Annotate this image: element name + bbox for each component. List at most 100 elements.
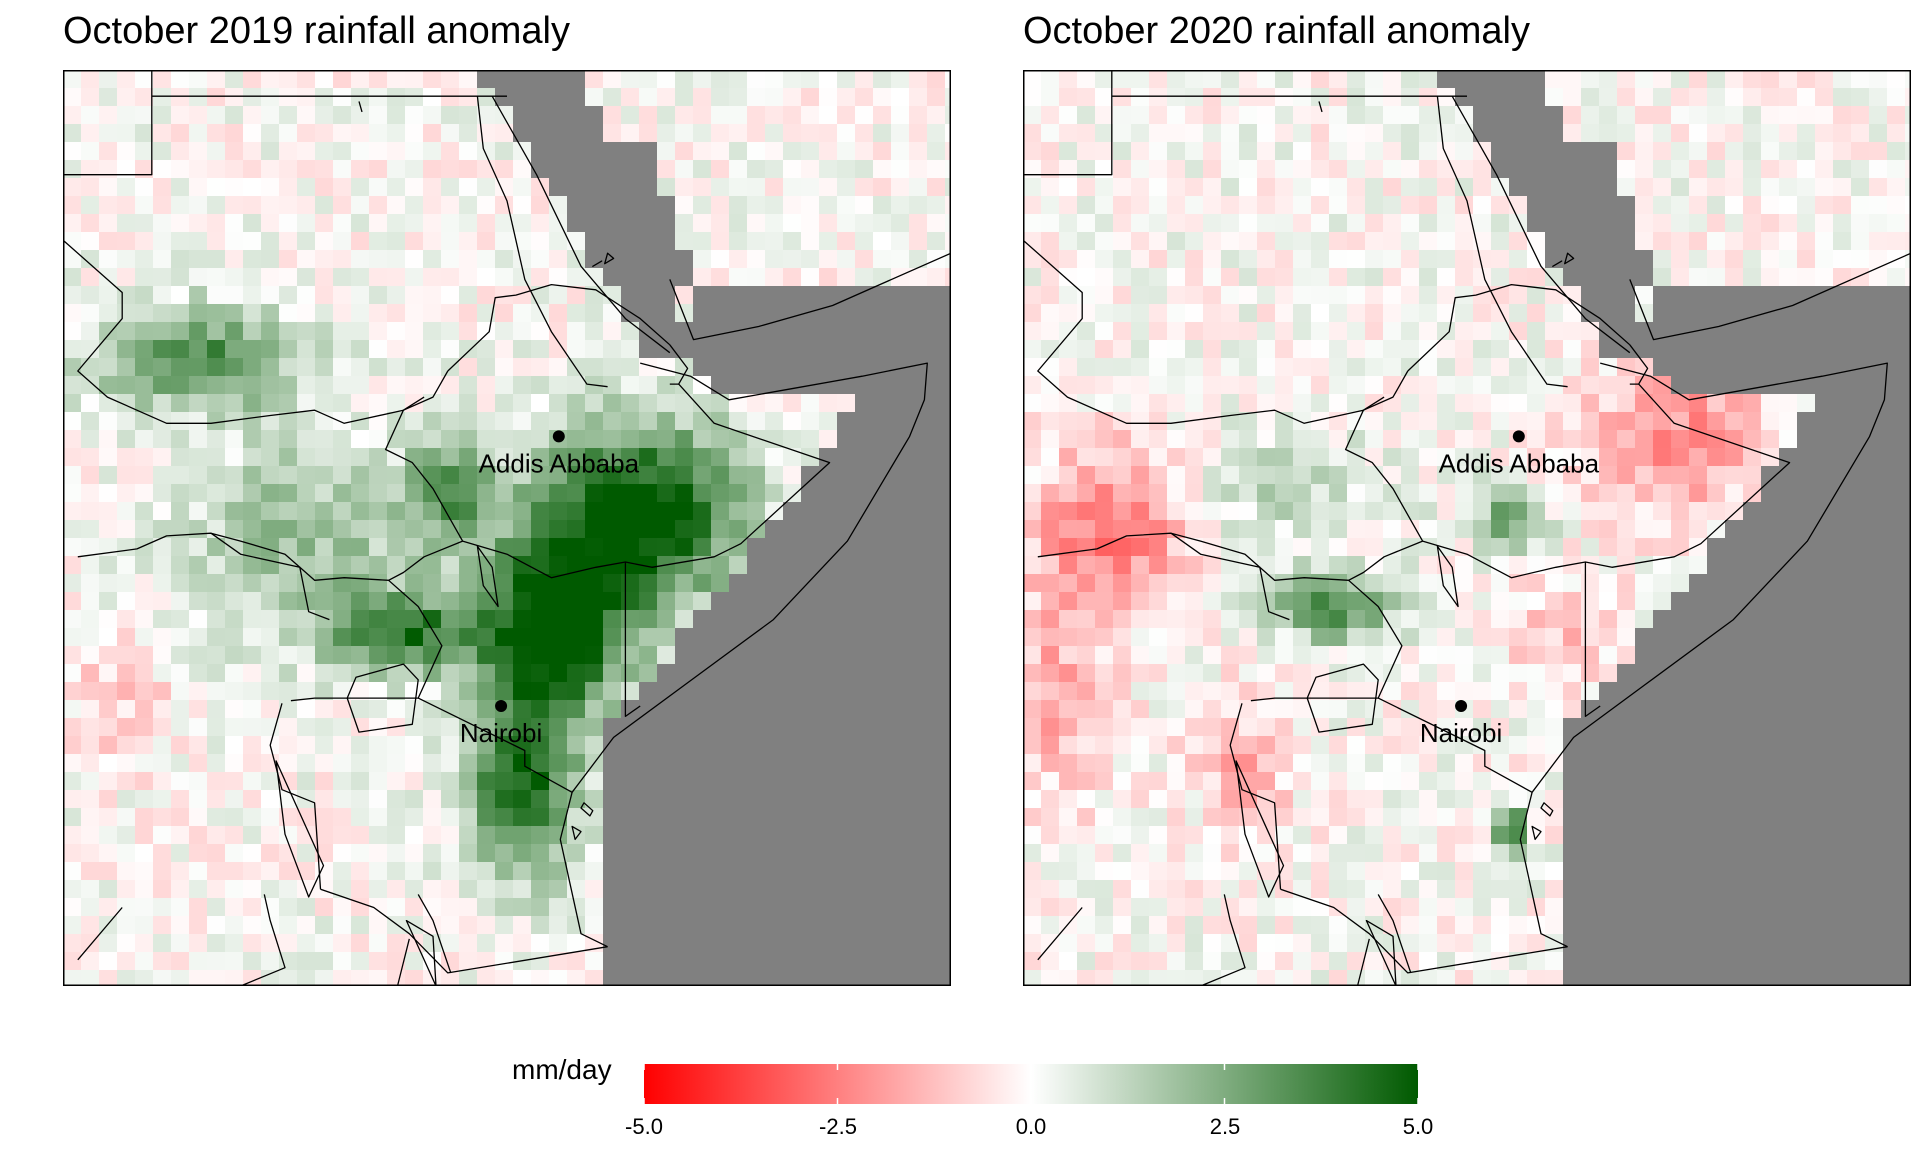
anomaly-cell (1617, 448, 1636, 467)
anomaly-cell (1185, 772, 1204, 791)
anomaly-cell (243, 772, 262, 791)
anomaly-cell (1581, 844, 1600, 863)
anomaly-cell (225, 520, 244, 539)
anomaly-cell (1113, 376, 1132, 395)
anomaly-cell (585, 880, 604, 899)
anomaly-cell (441, 826, 460, 845)
anomaly-cell (423, 862, 442, 881)
anomaly-cell (1815, 394, 1834, 413)
anomaly-cell (945, 772, 951, 791)
anomaly-cell (1491, 304, 1510, 323)
anomaly-cell (99, 340, 118, 359)
anomaly-cell (567, 628, 586, 647)
anomaly-cell (819, 574, 838, 593)
anomaly-cell (333, 340, 352, 359)
anomaly-cell (189, 142, 208, 161)
anomaly-cell (1437, 628, 1456, 647)
anomaly-cell (1167, 898, 1186, 917)
anomaly-cell (315, 448, 334, 467)
anomaly-cell (1311, 178, 1330, 197)
anomaly-cell (117, 538, 136, 557)
anomaly-cell (207, 682, 226, 701)
anomaly-cell (369, 70, 388, 89)
anomaly-cell (315, 718, 334, 737)
anomaly-cell (1167, 682, 1186, 701)
anomaly-cell (1113, 952, 1132, 971)
anomaly-cell (171, 268, 190, 287)
anomaly-cell (1347, 178, 1366, 197)
anomaly-cell (1689, 430, 1708, 449)
anomaly-cell (711, 844, 730, 863)
anomaly-cell (1257, 160, 1276, 179)
anomaly-cell (1203, 520, 1222, 539)
anomaly-cell (1149, 736, 1168, 755)
anomaly-cell (1023, 790, 1042, 809)
anomaly-cell (693, 106, 712, 125)
anomaly-cell (909, 376, 928, 395)
anomaly-cell (1311, 268, 1330, 287)
anomaly-cell (693, 268, 712, 287)
anomaly-cell (855, 700, 874, 719)
anomaly-cell (495, 592, 514, 611)
anomaly-cell (1815, 790, 1834, 809)
anomaly-cell (1401, 358, 1420, 377)
anomaly-cell (1581, 484, 1600, 503)
anomaly-cell (693, 484, 712, 503)
anomaly-cell (351, 142, 370, 161)
anomaly-cell (1347, 736, 1366, 755)
anomaly-cell (225, 160, 244, 179)
anomaly-cell (1725, 718, 1744, 737)
anomaly-cell (1545, 880, 1564, 899)
anomaly-cell (207, 484, 226, 503)
anomaly-cell (387, 304, 406, 323)
anomaly-cell (441, 196, 460, 215)
anomaly-cell (279, 268, 298, 287)
anomaly-cell (1149, 538, 1168, 557)
anomaly-cell (423, 934, 442, 953)
anomaly-cell (1779, 250, 1798, 269)
anomaly-cell (621, 700, 640, 719)
anomaly-cell (1041, 772, 1060, 791)
anomaly-cell (891, 610, 910, 629)
anomaly-cell (351, 466, 370, 485)
anomaly-cell (1203, 574, 1222, 593)
anomaly-cell (513, 106, 532, 125)
anomaly-cell (1815, 718, 1834, 737)
anomaly-cell (1599, 502, 1618, 521)
anomaly-cell (1509, 448, 1528, 467)
anomaly-cell (1131, 178, 1150, 197)
anomaly-cell (135, 142, 154, 161)
anomaly-cell (873, 88, 892, 107)
anomaly-cell (351, 736, 370, 755)
anomaly-cell (243, 844, 262, 863)
anomaly-cell (873, 826, 892, 845)
anomaly-cell (333, 934, 352, 953)
anomaly-cell (153, 322, 172, 341)
anomaly-cell (1311, 808, 1330, 827)
anomaly-cell (657, 880, 676, 899)
anomaly-cell (1797, 916, 1816, 935)
anomaly-cell (639, 412, 658, 431)
anomaly-cell (729, 340, 748, 359)
anomaly-cell (333, 610, 352, 629)
anomaly-cell (1095, 718, 1114, 737)
anomaly-cell (1041, 952, 1060, 971)
anomaly-cell (1383, 160, 1402, 179)
anomaly-cell (279, 286, 298, 305)
anomaly-cell (135, 394, 154, 413)
anomaly-cell (1095, 862, 1114, 881)
anomaly-cell (711, 286, 730, 305)
anomaly-cell (351, 394, 370, 413)
anomaly-cell (927, 232, 946, 251)
anomaly-cell (783, 736, 802, 755)
anomaly-cell (855, 178, 874, 197)
anomaly-cell (207, 808, 226, 827)
anomaly-cell (657, 196, 676, 215)
anomaly-cell (1239, 124, 1258, 143)
anomaly-cell (1761, 358, 1780, 377)
anomaly-cell (1725, 412, 1744, 431)
anomaly-cell (1419, 232, 1438, 251)
anomaly-cell (279, 610, 298, 629)
anomaly-cell (801, 322, 820, 341)
anomaly-cell (1617, 484, 1636, 503)
